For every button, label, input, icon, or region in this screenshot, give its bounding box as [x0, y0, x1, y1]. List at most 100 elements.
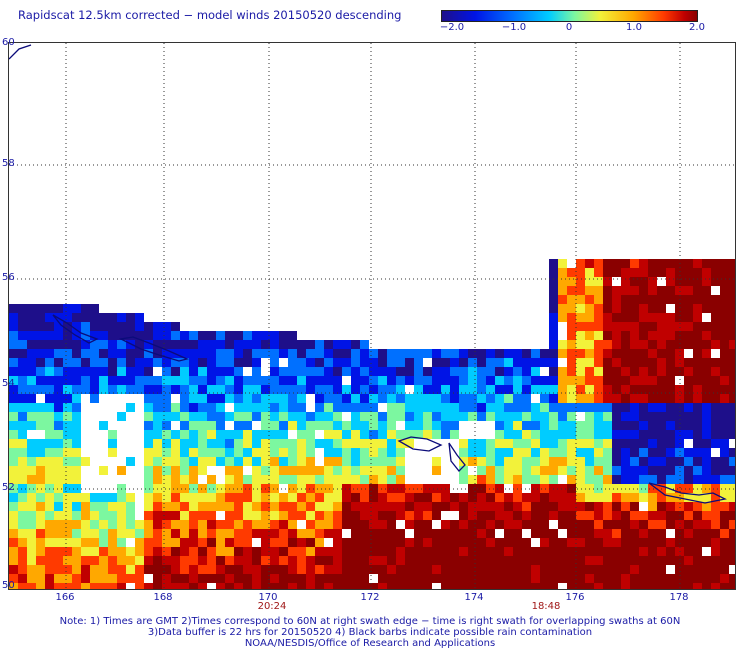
- wind-cell: [612, 466, 621, 475]
- wind-cell: [513, 565, 522, 574]
- wind-cell: [432, 502, 441, 511]
- wind-cell: [270, 538, 279, 547]
- wind-cell: [603, 403, 612, 412]
- map-plot-area[interactable]: [8, 42, 736, 590]
- wind-cell: [135, 322, 144, 331]
- wind-cell: [594, 259, 603, 268]
- wind-cell: [126, 340, 135, 349]
- wind-cell: [531, 556, 540, 565]
- wind-cell: [315, 484, 324, 493]
- wind-cell: [108, 556, 117, 565]
- wind-cell: [657, 448, 666, 457]
- wind-cell: [585, 538, 594, 547]
- wind-cell: [387, 430, 396, 439]
- wind-cell: [216, 412, 225, 421]
- wind-cell: [306, 502, 315, 511]
- wind-cell: [108, 385, 117, 394]
- wind-cell: [441, 412, 450, 421]
- wind-cell: [504, 529, 513, 538]
- wind-cell: [567, 304, 576, 313]
- wind-cell: [477, 385, 486, 394]
- colorbar: [441, 10, 698, 22]
- wind-cell: [648, 484, 657, 493]
- wind-cell: [711, 529, 720, 538]
- wind-cell: [495, 421, 504, 430]
- wind-cell: [288, 331, 297, 340]
- wind-cell: [81, 547, 90, 556]
- wind-cell: [567, 322, 576, 331]
- lat-label: 56: [2, 272, 15, 283]
- wind-cell: [729, 448, 735, 457]
- wind-cell: [585, 430, 594, 439]
- wind-cell: [9, 367, 18, 376]
- wind-cell: [198, 394, 207, 403]
- wind-cell: [702, 286, 711, 295]
- wind-cell: [36, 493, 45, 502]
- wind-cell: [63, 331, 72, 340]
- wind-cell: [135, 538, 144, 547]
- wind-cell: [162, 331, 171, 340]
- wind-cell: [459, 583, 468, 589]
- wind-cell: [684, 466, 693, 475]
- wind-cell: [666, 331, 675, 340]
- wind-cell: [135, 349, 144, 358]
- wind-cell: [459, 448, 468, 457]
- wind-cell: [324, 358, 333, 367]
- wind-cell: [180, 565, 189, 574]
- wind-cell: [27, 376, 36, 385]
- wind-cell: [414, 367, 423, 376]
- wind-cell: [90, 313, 99, 322]
- wind-cell: [351, 556, 360, 565]
- wind-cell: [297, 421, 306, 430]
- wind-cell: [252, 583, 261, 589]
- wind-cell: [594, 466, 603, 475]
- wind-cell: [18, 367, 27, 376]
- wind-cell: [693, 430, 702, 439]
- wind-cell: [657, 466, 666, 475]
- wind-cell: [585, 403, 594, 412]
- wind-cell: [531, 565, 540, 574]
- wind-cell: [216, 583, 225, 589]
- wind-cell: [720, 313, 729, 322]
- wind-cell: [99, 574, 108, 583]
- wind-cell: [630, 511, 639, 520]
- wind-cell: [108, 340, 117, 349]
- wind-cell: [171, 493, 180, 502]
- wind-cell: [693, 304, 702, 313]
- wind-cell: [621, 457, 630, 466]
- wind-cell: [315, 385, 324, 394]
- wind-cell: [450, 394, 459, 403]
- wind-cell: [198, 358, 207, 367]
- wind-cell: [216, 547, 225, 556]
- wind-cell: [549, 349, 558, 358]
- wind-cell: [423, 376, 432, 385]
- wind-cell: [153, 502, 162, 511]
- wind-cell: [549, 511, 558, 520]
- wind-cell: [108, 439, 117, 448]
- wind-cell: [648, 277, 657, 286]
- wind-cell: [396, 565, 405, 574]
- wind-cell: [594, 313, 603, 322]
- wind-cell: [243, 484, 252, 493]
- wind-cell: [603, 547, 612, 556]
- wind-cell: [315, 547, 324, 556]
- wind-cell: [279, 493, 288, 502]
- wind-cell: [549, 556, 558, 565]
- wind-cell: [90, 520, 99, 529]
- wind-cell: [423, 412, 432, 421]
- wind-cell: [153, 565, 162, 574]
- wind-cell: [585, 295, 594, 304]
- wind-cell: [306, 520, 315, 529]
- wind-cell: [558, 448, 567, 457]
- wind-cell: [369, 358, 378, 367]
- wind-cell: [108, 583, 117, 589]
- wind-cell: [612, 493, 621, 502]
- wind-cell: [36, 304, 45, 313]
- wind-cell: [297, 340, 306, 349]
- wind-cell: [243, 394, 252, 403]
- wind-cell: [63, 493, 72, 502]
- wind-cell: [549, 358, 558, 367]
- wind-cell: [171, 583, 180, 589]
- wind-cell: [144, 475, 153, 484]
- wind-cell: [342, 403, 351, 412]
